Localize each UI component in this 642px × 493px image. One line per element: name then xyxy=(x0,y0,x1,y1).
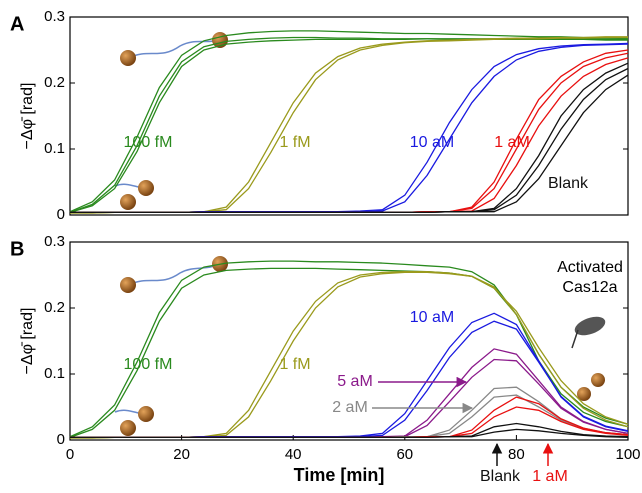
series-label: 1 aM xyxy=(494,134,530,151)
y-axis-label: −Δφ̄ [rad] xyxy=(19,308,36,375)
curve xyxy=(70,428,629,439)
series-label: 10 aM xyxy=(410,134,454,151)
x-tick-label: 20 xyxy=(173,446,190,463)
curve xyxy=(70,422,629,439)
series-label: 100 fM xyxy=(124,134,173,151)
series-label: 1 aM xyxy=(532,468,568,485)
series-label: 2 aM xyxy=(332,399,368,416)
x-tick-label: 40 xyxy=(285,446,302,463)
y-tick-label: 0.2 xyxy=(44,299,65,316)
y-tick-label: 0.3 xyxy=(44,233,65,250)
curve xyxy=(70,62,629,214)
series-label: 1 fM xyxy=(279,134,310,151)
panel-label: B xyxy=(10,238,24,260)
y-tick-label: 0.1 xyxy=(44,365,65,382)
icons xyxy=(114,32,606,436)
plot-frame xyxy=(69,241,629,441)
y-tick-label: 0.3 xyxy=(44,8,65,25)
y-tick-label: 0.1 xyxy=(44,140,65,157)
y-tick-label: 0.2 xyxy=(44,74,65,91)
y-axis-label: −Δφ̄ [rad] xyxy=(19,83,36,150)
curve xyxy=(69,30,629,213)
curve xyxy=(69,260,629,438)
series-label: Blank xyxy=(480,468,521,485)
y-tick-label: 0 xyxy=(57,206,65,223)
annotation: Activated xyxy=(557,259,623,276)
x-axis-label: Time [min] xyxy=(294,465,385,485)
series-label: 100 fM xyxy=(124,356,173,373)
series-label: 5 aM xyxy=(337,373,373,390)
plot-frame xyxy=(69,16,629,216)
x-tick-label: 0 xyxy=(66,446,74,463)
y-tick-label: 0 xyxy=(57,431,65,448)
panel-label: A xyxy=(10,13,24,35)
x-tick-label: 80 xyxy=(508,446,525,463)
series-label: 1 fM xyxy=(279,356,310,373)
series-label: 10 aM xyxy=(410,309,454,326)
x-tick-label: 60 xyxy=(396,446,413,463)
series-label: Blank xyxy=(548,175,589,192)
annotation: Cas12a xyxy=(562,279,617,296)
x-tick-label: 100 xyxy=(615,446,640,463)
